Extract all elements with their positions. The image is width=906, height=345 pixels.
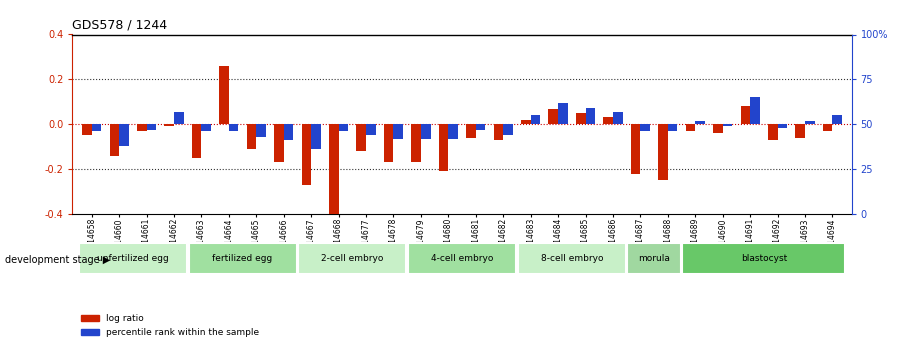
Bar bbox=[302, 124, 311, 185]
Text: GDS578 / 1244: GDS578 / 1244 bbox=[72, 19, 168, 32]
Bar bbox=[467, 124, 476, 138]
Legend: log ratio, percentile rank within the sample: log ratio, percentile rank within the sa… bbox=[77, 311, 263, 341]
Bar bbox=[311, 124, 321, 149]
Text: unfertilized egg: unfertilized egg bbox=[97, 254, 169, 263]
Bar bbox=[659, 124, 668, 180]
Bar bbox=[795, 124, 805, 138]
Bar bbox=[686, 124, 695, 131]
Bar bbox=[448, 124, 458, 139]
Bar bbox=[256, 124, 265, 137]
Text: blastocyst: blastocyst bbox=[741, 254, 787, 263]
Bar bbox=[188, 243, 296, 274]
Bar bbox=[137, 124, 147, 131]
Bar bbox=[119, 124, 129, 146]
Bar bbox=[147, 124, 156, 130]
Bar bbox=[740, 106, 750, 124]
Bar bbox=[275, 124, 284, 162]
Bar bbox=[192, 124, 201, 158]
Text: fertilized egg: fertilized egg bbox=[212, 254, 273, 263]
Bar bbox=[631, 124, 641, 174]
Bar bbox=[329, 124, 339, 218]
Bar bbox=[356, 124, 366, 151]
Bar bbox=[768, 124, 777, 140]
Bar bbox=[393, 124, 403, 139]
Bar bbox=[682, 243, 845, 274]
Bar bbox=[833, 115, 842, 124]
Bar bbox=[695, 121, 705, 124]
Bar bbox=[585, 108, 595, 124]
Bar bbox=[613, 112, 622, 124]
Bar bbox=[110, 124, 119, 156]
Bar bbox=[408, 243, 516, 274]
Bar bbox=[531, 115, 540, 124]
Bar bbox=[503, 124, 513, 135]
Bar bbox=[668, 124, 678, 131]
Bar bbox=[576, 113, 585, 124]
Bar bbox=[229, 124, 238, 131]
Bar bbox=[641, 124, 650, 131]
Bar bbox=[628, 243, 680, 274]
Bar bbox=[421, 124, 430, 139]
Bar bbox=[548, 108, 558, 124]
Bar bbox=[174, 112, 184, 124]
Bar bbox=[246, 124, 256, 149]
Bar bbox=[284, 124, 294, 140]
Bar bbox=[439, 124, 448, 171]
Bar bbox=[298, 243, 407, 274]
Bar bbox=[411, 124, 421, 162]
Bar bbox=[164, 124, 174, 126]
Bar bbox=[201, 124, 211, 131]
Bar bbox=[558, 103, 568, 124]
Bar bbox=[92, 124, 101, 131]
Bar bbox=[603, 117, 613, 124]
Bar bbox=[723, 124, 732, 126]
Bar bbox=[476, 124, 486, 130]
Bar bbox=[750, 97, 760, 124]
Bar bbox=[339, 124, 348, 131]
Bar bbox=[805, 121, 814, 124]
Text: 2-cell embryo: 2-cell embryo bbox=[321, 254, 383, 263]
Text: 8-cell embryo: 8-cell embryo bbox=[541, 254, 603, 263]
Bar bbox=[494, 124, 503, 140]
Bar bbox=[384, 124, 393, 162]
Bar bbox=[521, 120, 531, 124]
Bar bbox=[366, 124, 376, 135]
Bar bbox=[79, 243, 187, 274]
Bar bbox=[82, 124, 92, 135]
Bar bbox=[219, 66, 229, 124]
Text: 4-cell embryo: 4-cell embryo bbox=[431, 254, 493, 263]
Text: development stage ▶: development stage ▶ bbox=[5, 256, 110, 265]
Bar bbox=[777, 124, 787, 128]
Bar bbox=[823, 124, 833, 131]
Bar bbox=[517, 243, 626, 274]
Bar bbox=[713, 124, 723, 133]
Text: morula: morula bbox=[638, 254, 670, 263]
